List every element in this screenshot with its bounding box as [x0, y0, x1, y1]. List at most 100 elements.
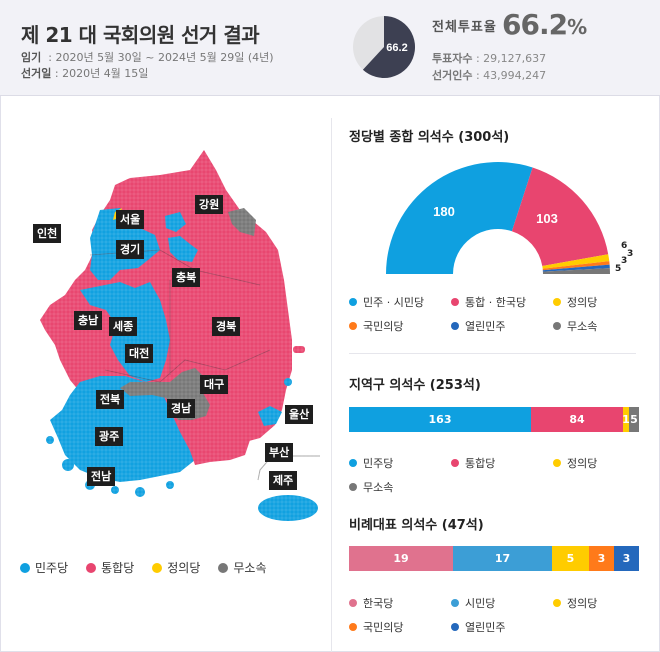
term-line: 임기 : 2020년 5월 30일 ~ 2024년 5월 29일 (4년): [21, 49, 274, 65]
region-label-daegu: 대구: [200, 375, 229, 394]
turnout-unit: %: [567, 15, 587, 39]
legend-label: 열린민주: [465, 320, 506, 333]
voters-label: 투표자수: [432, 52, 473, 65]
legend-dot-icon: [349, 298, 357, 306]
legend-label: 정의당: [167, 561, 201, 575]
legend-label: 통합당: [101, 561, 135, 575]
legend-label: 민주당: [35, 561, 69, 575]
seg-label-minju: 180: [433, 204, 455, 219]
legend-item: 통합당: [451, 455, 553, 471]
region-label-sejong: 세종: [109, 317, 138, 336]
legend-item-independent: 무소속: [218, 559, 267, 576]
proportional-seats-legend: 한국당 시민당 정의당 국민의당 열린민주: [349, 595, 649, 635]
election-day-line: 선거일 : 2020년 4월 15일: [21, 65, 148, 81]
legend-dot-icon: [553, 322, 561, 330]
legend-dot-icon: [152, 562, 163, 573]
legend-dot-icon: [451, 298, 459, 306]
legend-dot-icon: [20, 562, 30, 573]
header: 제 21 대 국회의원 선거 결과 임기 : 2020년 5월 30일 ~ 20…: [0, 0, 660, 96]
seg-label-independent: 5: [615, 264, 622, 274]
legend-label: 정의당: [567, 597, 598, 610]
region-label-jeonnam: 전남: [87, 467, 116, 486]
seg-label-yeollin: 3: [621, 256, 628, 266]
total-seats-legend: 민주 · 시민당 통합 · 한국당 정의당 국민의당 열린민주 무소속: [349, 294, 649, 334]
legend-label: 시민당: [465, 597, 496, 610]
legend-item: 민주 · 시민당: [349, 294, 451, 310]
turnout-label: 전체투표율: [432, 20, 497, 35]
legend-dot-icon: [218, 562, 229, 573]
legend-dot-icon: [553, 459, 561, 467]
region-label-gwangju: 광주: [95, 427, 124, 446]
region-label-gyeongnam: 경남: [167, 399, 196, 418]
election-day-value: : 2020년 4월 15일: [54, 67, 149, 80]
legend-item: 시민당: [451, 595, 553, 611]
legend-item-minju: 민주당: [20, 559, 68, 576]
section-divider: [349, 353, 636, 354]
legend-dot-icon: [349, 623, 357, 631]
region-label-jeonbuk: 전북: [96, 390, 125, 409]
region-label-busan: 부산: [265, 443, 294, 462]
legend-dot-icon: [349, 483, 357, 491]
legend-label: 열린민주: [465, 621, 506, 634]
total-seats-title: 정당별 종합 의석수 (300석): [349, 130, 510, 145]
legend-dot-icon: [451, 322, 459, 330]
legend-item-tonghap: 통합당: [86, 559, 134, 576]
district-seats-bar: 163 84 1 5: [349, 407, 639, 432]
proportional-seats-title: 비례대표 의석수 (47석): [349, 518, 484, 533]
region-label-incheon: 인천: [33, 224, 62, 243]
bar-seg-jeongui: 5: [552, 546, 589, 571]
district-seats-title: 지역구 의석수 (253석): [349, 378, 481, 393]
legend-dot-icon: [553, 298, 561, 306]
legend-item: 무소속: [553, 318, 649, 334]
turnout-pie-chart: 66.2: [353, 15, 416, 78]
region-label-ulsan: 울산: [285, 405, 314, 424]
voters-stat: 투표자수 : 29,127,637: [432, 50, 546, 66]
legend-label: 한국당: [363, 597, 394, 610]
legend-dot-icon: [349, 599, 357, 607]
proportional-seats-bar: 19 17 5 3 3: [349, 546, 639, 571]
bar-seg-gukmin: 3: [589, 546, 614, 571]
legend-item: 무소속: [349, 479, 451, 495]
legend-item: 정의당: [553, 294, 649, 310]
legend-label: 정의당: [567, 296, 598, 309]
bar-seg-simin: 17: [453, 546, 552, 571]
legend-item: 열린민주: [451, 619, 553, 635]
bar-seg-minju: 163: [349, 407, 531, 432]
legend-item: 국민의당: [349, 619, 451, 635]
bar-seg-jeongui: 1: [623, 407, 629, 432]
seg-independent: [542, 268, 610, 274]
bar-seg-tonghap: 84: [531, 407, 623, 432]
legend-label: 민주 · 시민당: [363, 296, 425, 309]
legend-label: 통합 · 한국당: [465, 296, 527, 309]
region-label-chungbuk: 충북: [172, 268, 201, 287]
seg-gukmin: [542, 261, 610, 271]
seg-yeollin: [542, 264, 610, 272]
term-label: 임기: [21, 51, 42, 64]
map-legend: 민주당 통합당 정의당 무소속: [20, 559, 285, 576]
legend-dot-icon: [553, 599, 561, 607]
seg-label-gukmin: 3: [627, 249, 634, 259]
turnout-value: 66.2%: [502, 8, 587, 41]
legend-dot-icon: [86, 562, 97, 573]
seg-minju: [386, 162, 533, 274]
region-label-gyeonggi: 경기: [116, 240, 145, 259]
legend-label: 무소속: [567, 320, 598, 333]
legend-item: 정의당: [553, 455, 649, 471]
region-label-daejeon: 대전: [125, 344, 154, 363]
region-label-gyeongbuk: 경북: [212, 317, 241, 336]
legend-item: 국민의당: [349, 318, 451, 334]
seg-label-jeongui: 6: [621, 241, 628, 251]
legend-item: 열린민주: [451, 318, 553, 334]
electorate-label: 선거인수: [432, 69, 473, 82]
bar-seg-hanguk: 19: [349, 546, 453, 571]
legend-item-jeongui: 정의당: [152, 559, 200, 576]
electorate-stat: 선거인수 : 43,994,247: [432, 67, 546, 83]
seg-tonghap: [511, 167, 609, 266]
bar-seg-yeollin: 3: [614, 546, 639, 571]
region-label-seoul: 서울: [116, 210, 145, 229]
region-label-chungnam: 충남: [74, 311, 103, 330]
district-seats-legend: 민주당 통합당 정의당 무소속: [349, 455, 649, 495]
region-label-jeju: 제주: [269, 471, 298, 490]
legend-label: 무소속: [363, 481, 394, 494]
legend-label: 정의당: [567, 457, 598, 470]
